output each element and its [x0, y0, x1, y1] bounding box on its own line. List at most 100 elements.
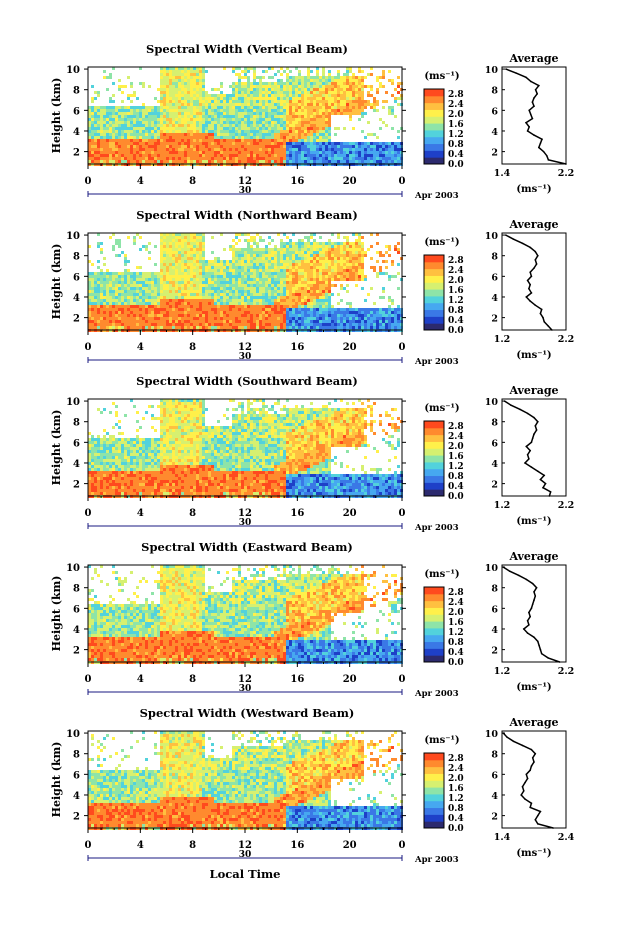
heatmap-cell: [175, 242, 178, 245]
heatmap-cell: [286, 272, 289, 275]
heatmap-cell: [292, 311, 295, 314]
heatmap-cell: [256, 275, 259, 278]
heatmap-cell: [202, 97, 205, 100]
heatmap-cell: [262, 160, 265, 163]
heatmap-cell: [130, 326, 133, 329]
heatmap-cell: [136, 130, 139, 133]
heatmap-cell: [106, 326, 109, 329]
heatmap-cell: [100, 299, 103, 302]
heatmap-cell: [247, 142, 250, 145]
heatmap-cell: [88, 284, 91, 287]
heatmap-cell: [295, 130, 298, 133]
heatmap-cell: [325, 79, 328, 82]
heatmap-cell: [316, 121, 319, 124]
heatmap-cell: [169, 139, 172, 142]
heatmap-cell: [109, 326, 112, 329]
heatmap-cell: [175, 245, 178, 248]
heatmap-cell: [241, 103, 244, 106]
heatmap-cell: [223, 145, 226, 148]
heatmap-cell: [103, 281, 106, 284]
heatmap-cell: [151, 112, 154, 115]
heatmap-cell: [334, 145, 337, 148]
heatmap-cell: [199, 91, 202, 94]
heatmap-cell: [184, 160, 187, 163]
heatmap-cell: [253, 124, 256, 127]
heatmap-cell: [106, 154, 109, 157]
heatmap-cell: [388, 154, 391, 157]
heatmap-cell: [349, 157, 352, 160]
heatmap-cell: [121, 311, 124, 314]
heatmap-cell: [355, 82, 358, 85]
heatmap-cell: [169, 293, 172, 296]
heatmap-cell: [361, 112, 364, 115]
heatmap-cell: [316, 257, 319, 260]
heatmap-cell: [175, 91, 178, 94]
heatmap-cell: [274, 85, 277, 88]
heatmap-cell: [379, 151, 382, 154]
heatmap-cell: [211, 100, 214, 103]
heatmap-cell: [280, 88, 283, 91]
heatmap-cell: [256, 121, 259, 124]
heatmap-cell: [187, 326, 190, 329]
heatmap-cell: [244, 299, 247, 302]
heatmap-cell: [229, 94, 232, 97]
heatmap-cell: [358, 82, 361, 85]
heatmap-cell: [358, 70, 361, 73]
heatmap-cell: [370, 142, 373, 145]
heatmap-cell: [277, 124, 280, 127]
heatmap-cell: [349, 151, 352, 154]
heatmap-cell: [118, 272, 121, 275]
heatmap-cell: [163, 311, 166, 314]
heatmap-cell: [175, 76, 178, 79]
heatmap-cell: [121, 302, 124, 305]
heatmap-cell: [169, 269, 172, 272]
heatmap-cell: [166, 160, 169, 163]
heatmap-cell: [244, 139, 247, 142]
heatmap-cell: [226, 278, 229, 281]
heatmap-cell: [154, 160, 157, 163]
heatmap-cell: [109, 154, 112, 157]
heatmap-cell: [130, 284, 133, 287]
heatmap-cell: [295, 293, 298, 296]
heatmap-cell: [175, 281, 178, 284]
heatmap-cell: [139, 287, 142, 290]
heatmap-cell: [304, 305, 307, 308]
heatmap-cell: [274, 257, 277, 260]
heatmap-cell: [94, 305, 97, 308]
heatmap-cell: [115, 130, 118, 133]
heatmap-cell: [175, 275, 178, 278]
heatmap-cell: [280, 124, 283, 127]
heatmap-cell: [166, 275, 169, 278]
heatmap-cell: [181, 269, 184, 272]
heatmap-cell: [124, 142, 127, 145]
heatmap-cell: [217, 317, 220, 320]
heatmap-cell: [310, 320, 313, 323]
heatmap-cell: [109, 127, 112, 130]
heatmap-cell: [91, 323, 94, 326]
heatmap-cell: [181, 124, 184, 127]
heatmap-cell: [265, 305, 268, 308]
heatmap-cell: [319, 269, 322, 272]
heatmap-cell: [196, 254, 199, 257]
heatmap-cell: [166, 305, 169, 308]
heatmap-cell: [256, 296, 259, 299]
heatmap-cell: [301, 130, 304, 133]
heatmap-cell: [166, 157, 169, 160]
heatmap-cell: [286, 302, 289, 305]
heatmap-cell: [196, 272, 199, 275]
heatmap-cell: [109, 236, 112, 239]
heatmap-cell: [298, 127, 301, 130]
heatmap-cell: [148, 251, 151, 254]
heatmap-cell: [313, 139, 316, 142]
heatmap-cell: [205, 293, 208, 296]
heatmap-cell: [256, 139, 259, 142]
heatmap-cell: [127, 142, 130, 145]
heatmap-cell: [100, 112, 103, 115]
heatmap-cell: [175, 148, 178, 151]
heatmap-cell: [169, 97, 172, 100]
heatmap-cell: [181, 160, 184, 163]
heatmap-cell: [190, 100, 193, 103]
heatmap-cell: [313, 272, 316, 275]
heatmap-cell: [229, 248, 232, 251]
